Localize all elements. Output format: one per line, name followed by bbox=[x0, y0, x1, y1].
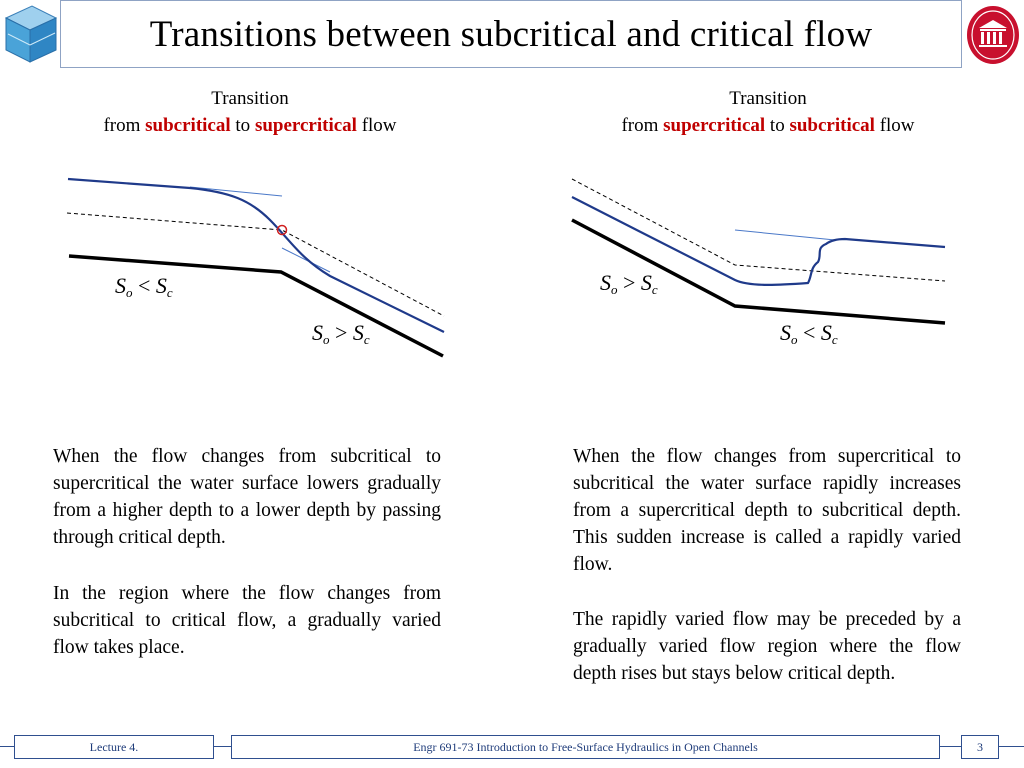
left-state-to: supercritical bbox=[254, 115, 357, 136]
slope-label-steep: So > Sc bbox=[312, 320, 370, 347]
slope-label-mild: So < Sc bbox=[780, 320, 838, 347]
footer-course: Engr 691-73 Introduction to Free-Surface… bbox=[231, 735, 940, 759]
footer-lecture-label: Lecture 4. bbox=[89, 739, 139, 754]
footer-course-label: Engr 691-73 Introduction to Free-Surface… bbox=[413, 739, 758, 754]
left-state-from: subcritical bbox=[145, 115, 231, 136]
right-caption-subtitle: from supercritical to subcritical flow bbox=[621, 115, 915, 136]
left-flow-diagram: So < Sc So > Sc bbox=[66, 177, 445, 358]
footer-page-number: 3 bbox=[961, 735, 999, 759]
university-seal-icon bbox=[962, 0, 1024, 70]
slope-label-steep: So > Sc bbox=[600, 270, 658, 297]
page-title: Transitions between subcritical and crit… bbox=[149, 13, 873, 55]
right-state-from: supercritical bbox=[663, 115, 766, 136]
right-caption-title: Transition bbox=[729, 88, 807, 109]
left-paragraph-2: In the region where the flow changes fro… bbox=[53, 583, 441, 658]
tangent-line bbox=[734, 229, 836, 241]
channel-logo-icon bbox=[0, 0, 60, 70]
slope-label-mild: So < Sc bbox=[115, 273, 173, 300]
critical-point-marker bbox=[276, 224, 288, 236]
tangent-line bbox=[281, 247, 331, 273]
right-caption: Transition from supercritical to subcrit… bbox=[558, 85, 978, 139]
right-state-to: subcritical bbox=[789, 115, 875, 136]
left-caption-subtitle: from subcritical to supercritical flow bbox=[103, 115, 397, 136]
right-paragraph-1: When the flow changes from supercritical… bbox=[573, 446, 961, 575]
left-caption-title: Transition bbox=[211, 88, 289, 109]
footer-lecture: Lecture 4. bbox=[14, 735, 214, 759]
critical-depth-line bbox=[66, 212, 445, 317]
critical-depth-line bbox=[571, 178, 946, 282]
channel-bed-line bbox=[68, 254, 444, 358]
channel-bed-line bbox=[571, 218, 946, 325]
left-paragraph-1: When the flow changes from subcritical t… bbox=[53, 446, 441, 548]
left-caption: Transition from subcritical to supercrit… bbox=[40, 85, 460, 139]
page-number: 3 bbox=[977, 739, 983, 754]
water-surface-line bbox=[571, 196, 946, 286]
right-flow-diagram: So > Sc So < Sc bbox=[571, 178, 946, 347]
water-surface-line bbox=[67, 177, 445, 333]
right-paragraph-2: The rapidly varied flow may be preceded … bbox=[573, 609, 961, 684]
tangent-line bbox=[189, 186, 283, 197]
title-bar: Transitions between subcritical and crit… bbox=[60, 0, 962, 68]
